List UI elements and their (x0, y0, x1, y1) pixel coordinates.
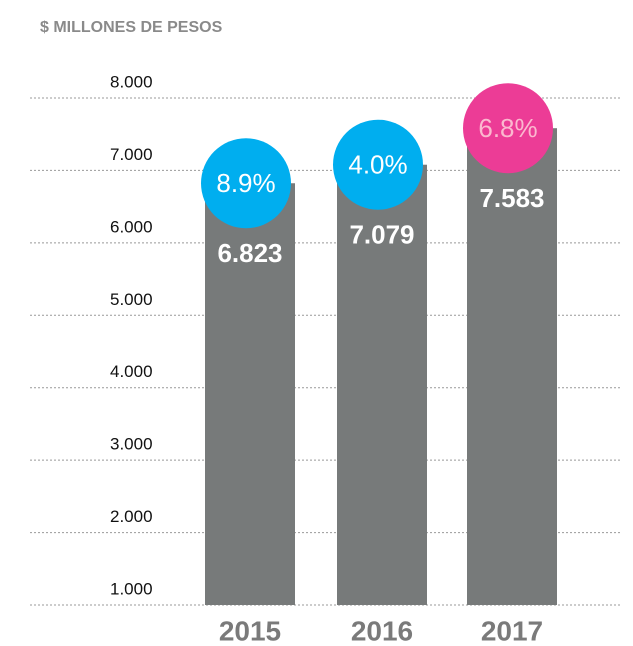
growth-bubble (201, 138, 291, 229)
y-tick-label: 3.000 (110, 435, 153, 454)
x-tick-label: 2017 (481, 615, 543, 646)
growth-label: 8.9% (216, 168, 275, 198)
chart-title: $ MILLONES DE PESOS (40, 19, 223, 36)
bar (467, 128, 557, 606)
y-tick-label: 6.000 (110, 217, 153, 236)
value-label: 6.823 (217, 238, 282, 268)
x-tick-label: 2016 (351, 615, 413, 646)
y-tick-label: 2.000 (110, 507, 153, 526)
bar (337, 164, 427, 605)
y-tick-label: 8.000 (110, 72, 153, 91)
growth-label: 4.0% (348, 150, 407, 180)
growth-bubble (333, 119, 423, 210)
y-tick-label: 1.000 (110, 579, 153, 598)
value-label: 7.583 (479, 183, 544, 213)
x-tick-label: 2015 (219, 615, 281, 646)
y-tick-label: 5.000 (110, 290, 153, 309)
y-tick-label: 7.000 (110, 145, 153, 164)
y-tick-label: 4.000 (110, 362, 153, 381)
growth-bubble (463, 83, 553, 174)
growth-label: 6.8% (478, 113, 537, 143)
value-label: 7.079 (349, 220, 414, 250)
bar (205, 183, 295, 606)
